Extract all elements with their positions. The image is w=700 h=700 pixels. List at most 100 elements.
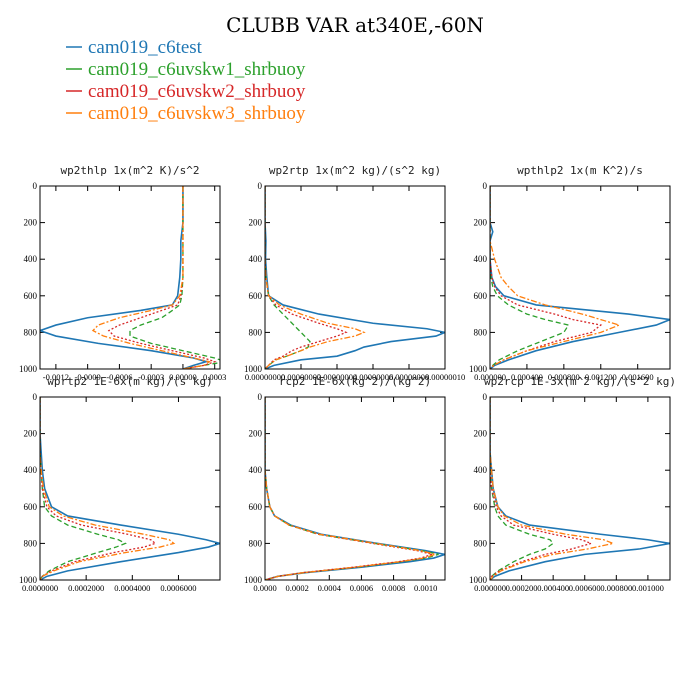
panel-title: wp2rtp 1x(m^2 kg)/(s^2 kg) xyxy=(269,164,441,177)
series-group xyxy=(40,186,220,369)
y-tick-label: 800 xyxy=(24,327,38,337)
x-tick-label: -0.0006 xyxy=(106,372,132,382)
series-line-1 xyxy=(490,397,670,580)
x-tick-label: 0.00000004 xyxy=(317,372,358,382)
series-line-3 xyxy=(40,397,157,580)
y-tick-label: 800 xyxy=(249,538,263,548)
series-group xyxy=(265,397,445,580)
y-tick-label: 800 xyxy=(474,538,488,548)
y-tick-label: 0 xyxy=(33,181,38,191)
series-line-3 xyxy=(265,397,435,580)
x-tick-label: 0.00000002 xyxy=(281,372,321,382)
panel-title: wp2thlp 1x(m^2 K)/s^2 xyxy=(60,164,199,177)
x-tick-label: 0.00000010 xyxy=(425,372,465,382)
y-tick-label: 0 xyxy=(483,392,488,402)
y-tick-label: 200 xyxy=(24,429,38,439)
series-line-2 xyxy=(265,186,311,369)
x-tick-label: 0.0003 xyxy=(203,372,226,382)
plot-frame xyxy=(264,396,446,581)
y-tick-label: 1000 xyxy=(469,364,488,374)
x-tick-label: 0.000600 xyxy=(569,583,601,593)
x-tick-label: 0.00000008 xyxy=(389,372,429,382)
legend-label: cam019_c6test xyxy=(88,37,203,58)
series-line-2 xyxy=(129,186,220,369)
y-tick-label: 800 xyxy=(24,538,38,548)
x-tick-label: 0.0006 xyxy=(350,583,373,593)
panel-1: wp2thlp 1x(m^2 K)/s^2 0 200 400 600 800 1000 -0… xyxy=(19,164,226,382)
x-tick-label: 0.0004 xyxy=(318,583,342,593)
legend-label: cam019_c6uvskw3_shrbuoy xyxy=(88,103,306,124)
x-tick-label: 0.0000 xyxy=(253,583,276,593)
x-tick-label: 0.0008 xyxy=(382,583,405,593)
x-tick-label: 0.001600 xyxy=(622,372,654,382)
plot-frame xyxy=(39,185,221,370)
y-tick-label: 1000 xyxy=(469,575,488,585)
series-line-2 xyxy=(40,397,127,580)
x-tick-label: 0.000400 xyxy=(511,372,543,382)
series-group xyxy=(490,397,670,580)
series-line-4 xyxy=(490,186,622,369)
y-tick-label: 200 xyxy=(249,429,263,439)
x-tick-label: 0.0000000 xyxy=(22,583,58,593)
series-group xyxy=(265,186,445,369)
panel-5: rcp2 1E-6x(kg^2)/(kg^2) 0 200 400 600 800 1000… xyxy=(244,375,446,593)
y-tick-label: 600 xyxy=(474,502,488,512)
y-tick-label: 600 xyxy=(24,291,38,301)
y-tick-label: 0 xyxy=(258,392,263,402)
y-tick-label: 600 xyxy=(474,291,488,301)
y-tick-label: 400 xyxy=(474,254,488,264)
panel-4: wprtp2 1E-6x(m kg)/(s kg) 0 200 400 600 800 10… xyxy=(19,375,221,593)
y-tick-label: 600 xyxy=(249,502,263,512)
series-line-3 xyxy=(107,186,217,369)
y-tick-label: 400 xyxy=(249,465,263,475)
series-line-1 xyxy=(40,186,210,369)
plot-frame xyxy=(39,396,221,581)
x-tick-label: 0.0004000 xyxy=(114,583,150,593)
series-line-4 xyxy=(91,186,211,369)
y-tick-label: 1000 xyxy=(244,575,263,585)
panel-title: rcp2 1E-6x(kg^2)/(kg^2) xyxy=(279,375,431,388)
y-tick-label: 0 xyxy=(258,181,263,191)
x-tick-label: 0.000800 xyxy=(600,583,632,593)
y-tick-label: 800 xyxy=(249,327,263,337)
series-line-3 xyxy=(265,186,348,369)
series-group xyxy=(40,397,220,580)
x-tick-label: 0.0002000 xyxy=(68,583,104,593)
y-tick-label: 600 xyxy=(249,291,263,301)
legend: cam019_c6testcam019_c6uvskw1_shrbuoycam0… xyxy=(66,37,306,124)
figure-title: CLUBB VAR at340E,-60N xyxy=(226,13,484,37)
panels-grid: wp2thlp 1x(m^2 K)/s^2 0 200 400 600 800 1000 -0… xyxy=(19,164,676,593)
y-tick-label: 1000 xyxy=(244,364,263,374)
x-tick-label: 0.00000006 xyxy=(353,372,393,382)
x-tick-label: 0.0010 xyxy=(414,583,437,593)
series-line-1 xyxy=(40,397,220,580)
panel-title: wpthlp2 1x(m K^2)/s xyxy=(517,164,643,177)
series-line-4 xyxy=(265,186,366,369)
series-line-4 xyxy=(265,397,438,580)
y-tick-label: 200 xyxy=(24,218,38,228)
y-tick-label: 600 xyxy=(24,502,38,512)
series-line-2 xyxy=(490,186,570,369)
y-tick-label: 200 xyxy=(474,218,488,228)
plot-frame xyxy=(264,185,446,370)
series-line-1 xyxy=(265,397,445,580)
x-tick-label: 0.00000 xyxy=(169,372,197,382)
x-tick-label: -0.0003 xyxy=(138,372,164,382)
x-tick-label: -0.0012 xyxy=(43,372,69,382)
series-line-3 xyxy=(490,186,603,369)
series-line-3 xyxy=(490,397,594,580)
series-line-1 xyxy=(490,186,670,369)
y-tick-label: 200 xyxy=(249,218,263,228)
panel-6: wp2rcp 1E-3x(m^2 kg)/(s^2 kg) 0 200 400 600 8… xyxy=(469,375,676,593)
x-tick-label: 0.000200 xyxy=(506,583,538,593)
series-line-2 xyxy=(265,397,439,580)
y-tick-label: 0 xyxy=(33,392,38,402)
y-tick-label: 400 xyxy=(249,254,263,264)
y-tick-label: 400 xyxy=(24,465,38,475)
y-tick-label: 800 xyxy=(474,327,488,337)
y-tick-label: 1000 xyxy=(19,575,38,585)
series-line-1 xyxy=(265,186,445,369)
panel-2: wp2rtp 1x(m^2 kg)/(s^2 kg) 0 200 400 600 800 1… xyxy=(244,164,465,382)
y-tick-label: 1000 xyxy=(19,364,38,374)
